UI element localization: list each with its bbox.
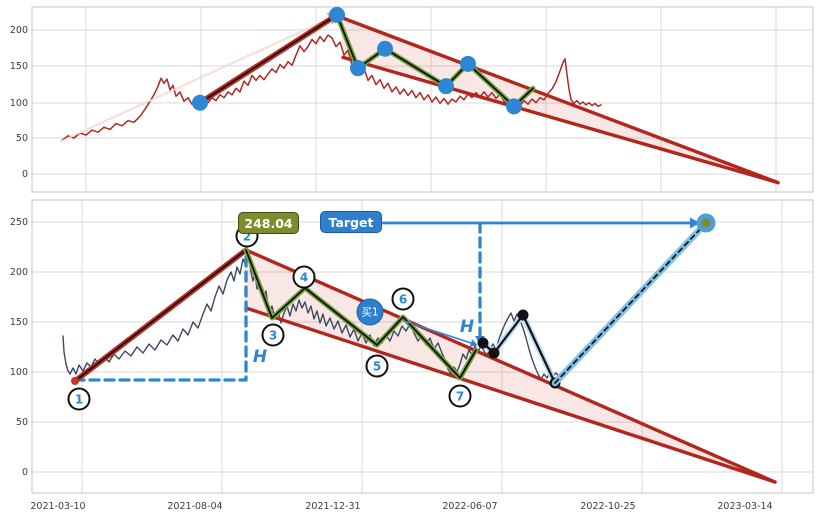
bottom-y-tick-label: 0 bbox=[21, 467, 28, 478]
bottom-y-tick-label: 250 bbox=[9, 217, 28, 228]
projection-to-target bbox=[554, 224, 705, 384]
flagpole-start-dot bbox=[71, 377, 79, 385]
x-axis-date-label: 2022-10-25 bbox=[580, 501, 636, 512]
top-y-tick-label: 150 bbox=[9, 61, 28, 72]
wedge-lower-line bbox=[341, 55, 780, 185]
wedge-upper-line bbox=[338, 15, 780, 185]
flagpole-line bbox=[199, 13, 338, 104]
pivot-dots bbox=[377, 40, 393, 57]
target-label: Target bbox=[320, 211, 382, 233]
flagpole-line bbox=[74, 249, 247, 382]
buy-signal-marker: 买1 bbox=[356, 298, 384, 326]
breakout-swing-line bbox=[481, 313, 557, 385]
breakout-swing-dots bbox=[517, 309, 529, 321]
pattern-overview-panel bbox=[31, 6, 814, 193]
top-y-tick-label: 0 bbox=[21, 169, 28, 180]
pivot-dots bbox=[350, 60, 366, 77]
breakout-swing-dots bbox=[488, 347, 500, 359]
trade-setup-panel bbox=[31, 199, 814, 494]
flag-height-h-label: H bbox=[252, 347, 268, 367]
wave-zigzag bbox=[245, 249, 477, 379]
breakout-entry-arrow bbox=[403, 320, 472, 344]
x-axis-date-label: 2023-03-14 bbox=[717, 501, 773, 512]
measured-move-price-label: 248.04 bbox=[238, 212, 299, 234]
top-y-tick-label: 50 bbox=[15, 133, 28, 144]
pivot-dots bbox=[460, 55, 476, 72]
wave-number-1: 1 bbox=[67, 387, 91, 411]
x-axis-date-label: 2022-06-07 bbox=[442, 501, 498, 512]
bottom-y-tick-label: 200 bbox=[9, 267, 28, 278]
uptrend-hollow-arrow bbox=[61, 18, 331, 142]
top-y-tick-label: 100 bbox=[9, 98, 28, 109]
panel-border bbox=[31, 6, 814, 193]
bottom-y-tick-label: 150 bbox=[9, 317, 28, 328]
x-axis-date-label: 2021-03-10 bbox=[30, 501, 86, 512]
pivot-dots bbox=[192, 94, 208, 111]
flag-height-dashed bbox=[73, 252, 248, 382]
breakout-entry-arrow bbox=[469, 339, 478, 347]
x-axis-date-label: 2021-08-04 bbox=[167, 501, 223, 512]
target-point bbox=[701, 218, 711, 228]
wave-number-6: 6 bbox=[391, 287, 415, 311]
wedge-upper-line bbox=[244, 248, 777, 484]
bottom-y-tick-label: 100 bbox=[9, 367, 28, 378]
wedge-lower-line bbox=[244, 306, 777, 484]
wave-number-5: 5 bbox=[365, 354, 389, 378]
wave-number-3: 3 bbox=[261, 323, 285, 347]
target-height-h-label: H bbox=[459, 317, 475, 337]
wave-number-7: 7 bbox=[448, 384, 472, 408]
pivot-dots bbox=[329, 6, 345, 23]
pivot-dots bbox=[506, 98, 522, 115]
breakout-swing-dots bbox=[477, 337, 489, 349]
x-axis-date-label: 2021-12-31 bbox=[305, 501, 361, 512]
wave-number-4: 4 bbox=[292, 265, 316, 289]
bottom-y-tick-label: 50 bbox=[15, 417, 28, 428]
top-y-tick-label: 200 bbox=[9, 25, 28, 36]
panel-border bbox=[31, 199, 814, 494]
pivot-dots bbox=[438, 78, 454, 95]
target-arrow bbox=[690, 217, 700, 229]
